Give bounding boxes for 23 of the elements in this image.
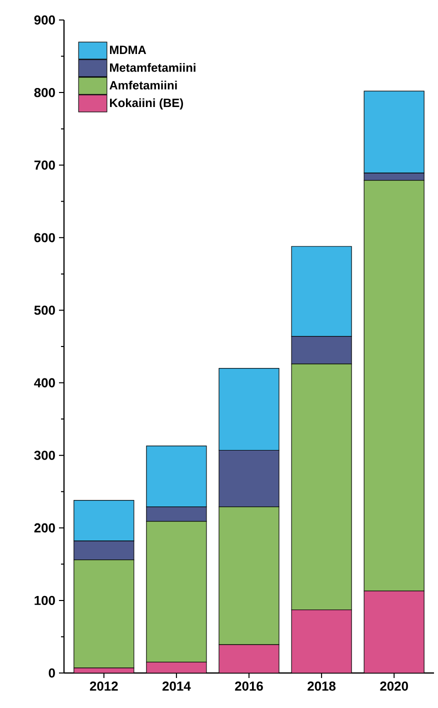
bar — [291, 610, 352, 673]
y-tick-label: 400 — [34, 378, 55, 388]
x-tick-label: 2018 — [308, 682, 336, 691]
bar — [218, 644, 280, 673]
y-tick-label: 900 — [34, 15, 55, 25]
x-tick-label: 2020 — [380, 682, 408, 691]
bar — [364, 590, 424, 673]
legend-label: Metamfetamiini — [110, 63, 196, 72]
x-tick-label: 2012 — [90, 682, 118, 691]
y-tick-label: 200 — [34, 523, 55, 532]
bar — [146, 662, 206, 673]
y-tick-label: 700 — [34, 160, 55, 170]
y-tick-label: 300 — [34, 450, 55, 460]
x-tick-label: 2014 — [162, 682, 191, 691]
y-tick-label: 500 — [34, 306, 55, 315]
legend-label: Amfetamiini — [110, 80, 177, 90]
y-tick-label: 800 — [34, 88, 55, 98]
x-tick-label: 2016 — [235, 682, 263, 691]
y-tick-label: 600 — [34, 233, 55, 242]
legend-label: MDMA — [110, 46, 146, 54]
y-tick-label: 100 — [34, 596, 55, 606]
y-tick-label: 0 — [48, 668, 55, 678]
legend-label: Kokaiini (BE) — [110, 98, 184, 110]
